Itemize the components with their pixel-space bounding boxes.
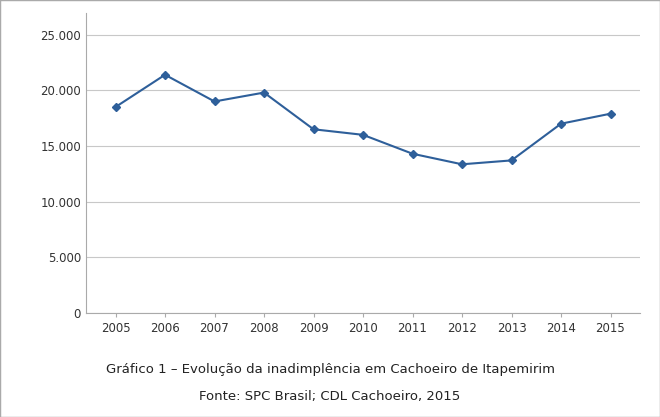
Text: Gráfico 1 – Evolução da inadimplência em Cachoeiro de Itapemirim: Gráfico 1 – Evolução da inadimplência em… bbox=[106, 362, 554, 376]
Text: Fonte: SPC Brasil; CDL Cachoeiro, 2015: Fonte: SPC Brasil; CDL Cachoeiro, 2015 bbox=[199, 390, 461, 404]
